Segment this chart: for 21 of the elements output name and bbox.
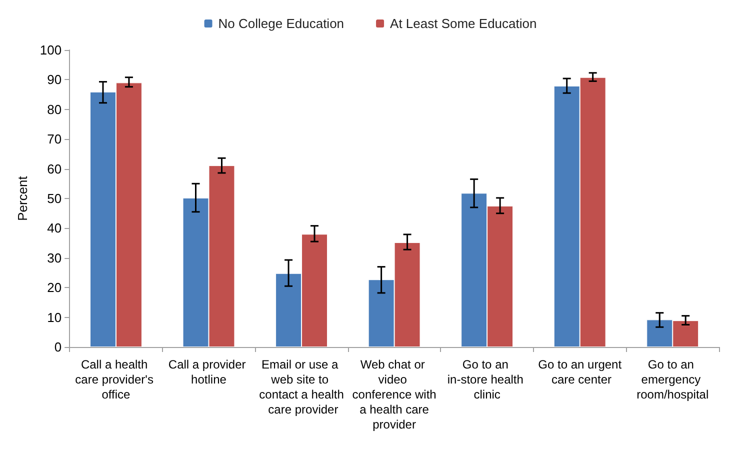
- y-axis-title: Percent: [15, 176, 30, 221]
- y-tick-label: 50: [47, 191, 62, 206]
- x-tick-label: Email or use a web site to contact a health care provider: [259, 358, 344, 416]
- y-tick-label: 0: [54, 340, 62, 354]
- y-tick-label: 30: [47, 250, 62, 266]
- y-tick-label: 10: [47, 310, 62, 325]
- x-tick-label: Go to an urgent care center: [538, 358, 622, 386]
- y-tick-label: 70: [47, 132, 62, 147]
- x-tick-label: Go to an in-store health clinic: [447, 358, 527, 402]
- y-tick-label: 90: [47, 72, 62, 88]
- y-tick-label: 40: [47, 220, 62, 236]
- y-tick-label: 100: [40, 42, 62, 58]
- legend-label: No College Education: [218, 16, 344, 31]
- x-tick-label: Call a provider hotline: [168, 358, 250, 386]
- y-tick-label: 20: [47, 280, 62, 296]
- legend-label: At Least Some Education: [390, 16, 537, 31]
- x-tick-label: Go to an emergency room/hospital: [636, 358, 709, 402]
- y-tick-label: 80: [47, 102, 62, 117]
- y-tick-label: 60: [47, 161, 62, 176]
- x-tick-label: Call a health care provider's office: [75, 358, 157, 402]
- x-tick-label: Web chat or video conference with a health care provider: [352, 358, 436, 432]
